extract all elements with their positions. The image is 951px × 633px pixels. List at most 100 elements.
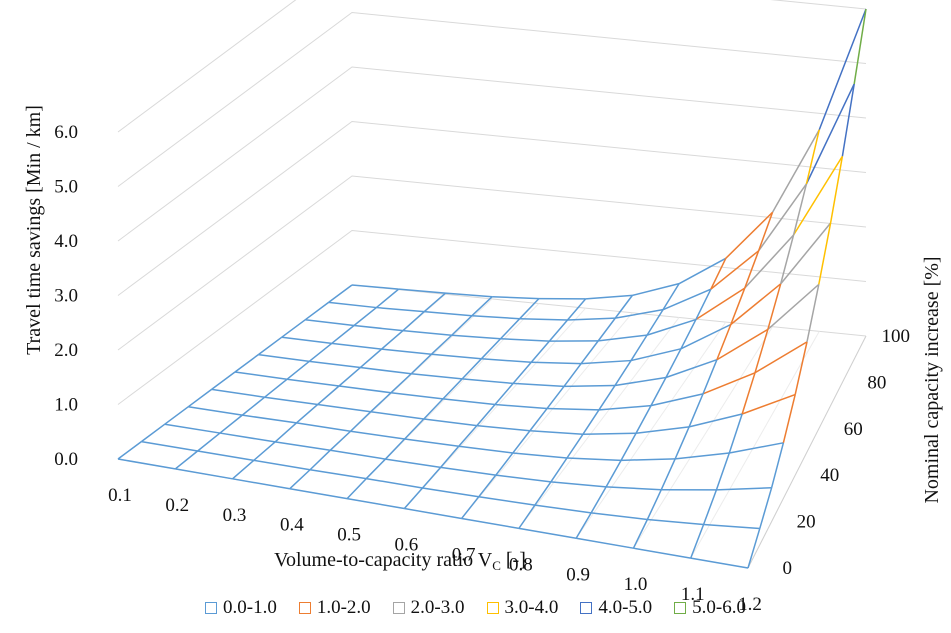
surface-segment [519,317,568,321]
wall-gridline [117,11,867,187]
surface-segment [710,257,727,290]
surface-segment [598,385,616,411]
surface-segment [695,288,712,320]
surface-segment [476,424,530,432]
surface-segment [512,430,531,454]
surface-segment [730,287,746,325]
x-tick-label: 0.3 [223,505,247,526]
wall-gridline [117,229,867,405]
surface-segment [188,406,243,416]
surface-segment [794,341,808,395]
surface-segment [423,292,446,313]
y-tick-label: 3.0 [54,286,78,307]
surface-segment [398,288,446,294]
surface-segment [710,250,760,290]
legend-swatch-3 [486,602,499,614]
x-axis-title-subscript: C [492,558,501,573]
surface-segment [346,497,405,510]
y-axis-ticks: 0.0 1.0 2.0 3.0 4.0 5.0 6.0 [54,122,78,470]
y-tick-label: 6.0 [54,122,78,143]
surface-segment [646,309,664,336]
surface-segment [630,348,682,362]
surface-segment [197,450,254,462]
surface-segment [716,487,772,491]
surface-segment [275,441,331,451]
surface-segment [688,393,704,428]
legend-item-4: 4.0-5.0 [580,597,652,619]
surface-segment [253,459,311,471]
surface-segment [442,398,496,406]
surface-segment [295,403,319,424]
y-tick-label: 1.0 [54,395,78,416]
surface-segment [317,385,340,406]
legend-label-3: 3.0-4.0 [504,597,559,618]
x-tick-label: 0.2 [165,495,189,516]
surface-segment [632,519,649,549]
surface-segment [211,371,236,391]
x-tick-label: 0.6 [394,535,418,556]
legend-swatch-2 [392,602,405,614]
x-tick-label: 0.8 [509,554,533,575]
surface-segment [289,469,311,490]
floor-gridline [690,331,820,559]
surface-segment [779,234,795,285]
surface-segment [582,409,600,435]
legend-label-2: 2.0-3.0 [410,597,465,618]
legend-swatch-5 [674,602,687,614]
surface-segment [440,445,460,468]
surface-segment [632,282,680,297]
surface-segment [519,298,540,320]
surface-segment [614,294,633,319]
surface-segment [660,458,676,491]
surface-segment [747,528,761,569]
surface-segment [366,477,423,489]
z-tick-label: 60 [844,419,863,440]
surface-segment [518,504,536,529]
surface-segment [232,478,290,490]
surface-segment [462,378,514,385]
surface-segment [744,234,795,289]
surface-segment [328,284,353,304]
surface-segment [675,452,730,460]
surface-segment [431,353,482,360]
surface-segment [805,83,855,185]
surface-segment [492,295,539,300]
surface-segment [495,474,552,483]
surface-segment [674,426,690,460]
y-tick-label: 2.0 [54,340,78,361]
surface-segment [461,358,482,380]
surface-segment [219,414,243,434]
surface-segment [242,414,297,424]
surface-segment [621,458,676,462]
surface-segment [461,517,520,530]
surface-segment [620,432,637,461]
surface-segment [296,422,351,432]
surface-segment [187,388,213,408]
surface-segment [716,324,732,360]
surface-segment [513,382,565,388]
surface-segment [376,306,425,313]
surface-segment [770,442,785,489]
surface-segment [423,398,444,420]
z-tick-label: 100 [882,326,911,347]
surface-segment [757,212,774,252]
surface-segment [346,478,367,500]
surface-segment [650,377,667,407]
surface-segment [480,338,502,360]
surface-segment [305,319,355,327]
surface-segment [164,423,221,434]
surface-segment [422,487,479,498]
surface-segment [478,474,497,498]
x-tick-label: 1.1 [681,584,705,605]
surface-segment [476,404,496,427]
surface-segment [402,311,425,332]
surface-segment [662,288,712,311]
surface-segment [818,8,867,130]
surface-segment [461,496,480,519]
surface-segment [331,342,382,350]
surface-segment [606,486,662,491]
floor-gridline [461,312,633,519]
surface-segment [678,257,727,285]
wall-gridline [117,120,867,296]
surface-segment [451,315,473,336]
